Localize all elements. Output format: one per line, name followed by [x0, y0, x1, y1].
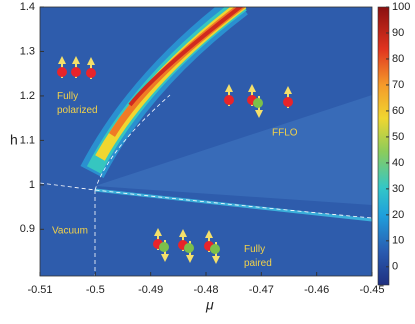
colorbar-tick-label: 100 [392, 1, 410, 13]
colorbar-tick-label: 80 [392, 53, 404, 65]
y-tick-label: 1.2 [20, 90, 35, 102]
colorbar-tick-label: 60 [392, 105, 404, 117]
y-label: h [10, 132, 18, 148]
colorbar-tick-label: 0 [392, 261, 398, 273]
y-tick-label: 1.4 [20, 1, 35, 13]
annotation: Fully paired [244, 244, 272, 269]
y-tick-label: 0.9 [20, 223, 35, 235]
x-tick-label: -0.47 [249, 284, 274, 296]
x-tick-label: -0.46 [304, 284, 329, 296]
annotation: Fully polarized [57, 91, 98, 116]
x-tick-label: -0.5 [86, 284, 105, 296]
colorbar-tick-label: 90 [392, 27, 404, 39]
colorbar [377, 6, 390, 286]
x-tick-label: -0.51 [27, 284, 52, 296]
annotation: FFLO [272, 128, 298, 139]
colorbar-tick-label: 50 [392, 131, 404, 143]
x-tick-label: -0.45 [359, 284, 384, 296]
x-tick-label: -0.48 [193, 284, 218, 296]
x-label: μ [205, 297, 214, 313]
x-tick-label: -0.49 [138, 284, 163, 296]
colorbar-tick-label: 70 [392, 79, 404, 91]
colorbar-tick-label: 20 [392, 209, 404, 221]
colorbar-tick-label: 40 [392, 157, 404, 169]
y-tick-label: 1 [29, 179, 35, 191]
annotation: Vacuum [52, 226, 88, 237]
y-tick-label: 1.3 [20, 45, 35, 57]
colorbar-tick-label: 30 [392, 183, 404, 195]
heatmap [40, 7, 372, 276]
colorbar-tick-label: 10 [392, 235, 404, 247]
y-tick-label: 1.1 [20, 134, 35, 146]
